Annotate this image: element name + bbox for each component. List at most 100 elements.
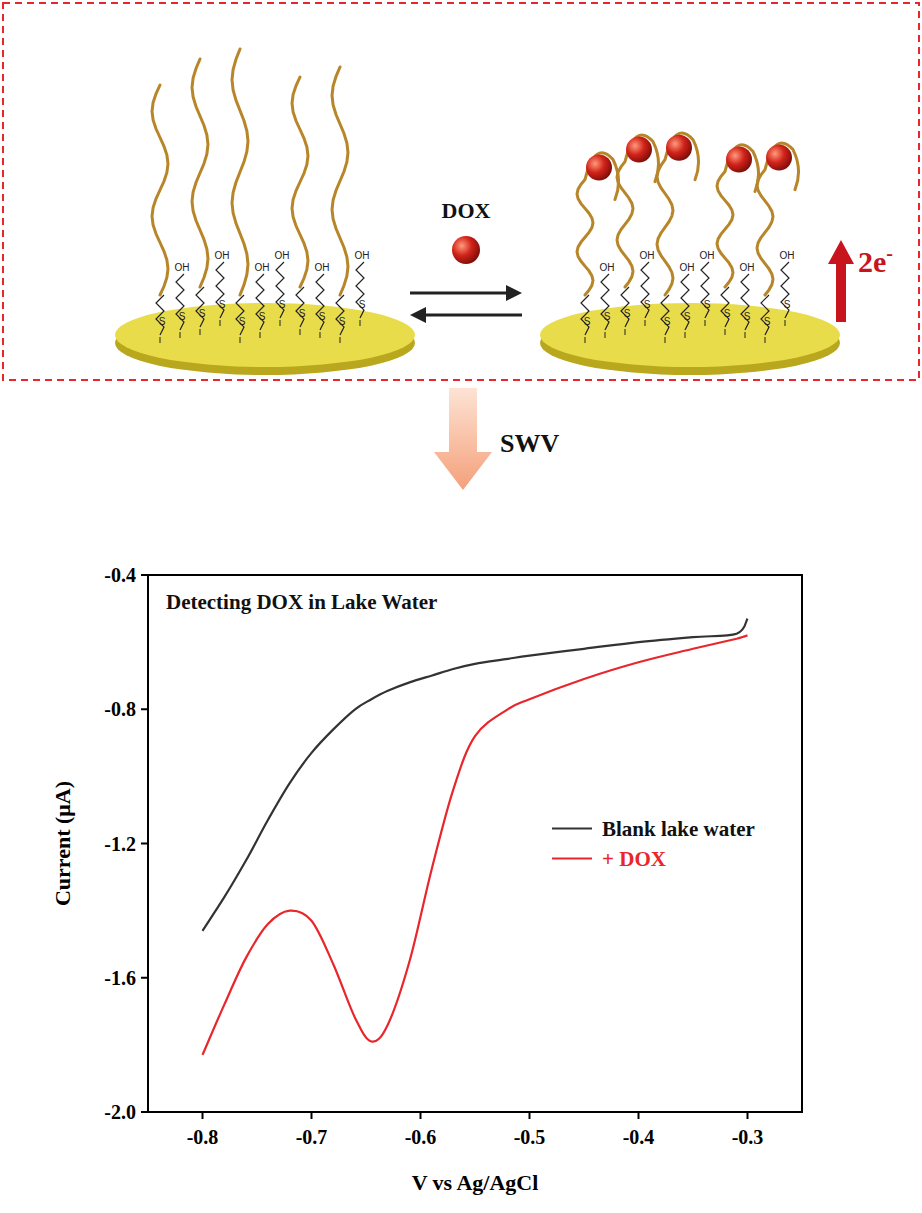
- series-line: [203, 635, 748, 1055]
- aptamer: [152, 85, 168, 295]
- bond: [705, 320, 706, 326]
- bond: [785, 320, 786, 326]
- aptamer: [232, 49, 248, 295]
- bond: [260, 332, 261, 338]
- bond: [160, 337, 161, 343]
- thiol-label: S: [299, 308, 306, 319]
- hydroxyl-label: OH: [780, 250, 795, 261]
- y-tick: [141, 977, 148, 979]
- thiol-label: S: [644, 299, 651, 310]
- x-tick-label: -0.3: [732, 1126, 764, 1148]
- bond: [685, 332, 686, 338]
- series-line: [203, 619, 748, 931]
- bond: [220, 320, 221, 326]
- thiol-label: S: [604, 311, 611, 322]
- hydroxyl-label: OH: [175, 262, 190, 273]
- alkyl-chain: [236, 295, 244, 335]
- bond: [745, 332, 746, 338]
- bond: [300, 329, 301, 335]
- thiol-label: S: [684, 311, 691, 322]
- thiol-label: S: [179, 311, 186, 322]
- y-tick: [141, 843, 148, 845]
- dashed-frame: [3, 3, 919, 380]
- thiol-label: S: [319, 311, 326, 322]
- aptamer: [292, 77, 308, 287]
- aptamer: [717, 145, 759, 287]
- x-tick-label: -0.7: [296, 1126, 328, 1148]
- hydroxyl-label: OH: [215, 250, 230, 261]
- x-tick: [747, 1112, 749, 1119]
- y-tick: [141, 1111, 148, 1113]
- swv-label: SWV: [500, 429, 559, 458]
- aptamer: [577, 153, 619, 295]
- x-tick-label: -0.4: [623, 1126, 655, 1148]
- x-axis-title: V vs Ag/AgCl: [412, 1170, 539, 1195]
- x-tick-label: -0.5: [514, 1126, 546, 1148]
- x-tick: [420, 1112, 422, 1119]
- thiol-label: S: [724, 308, 731, 319]
- bond: [625, 329, 626, 335]
- bond: [280, 320, 281, 326]
- thiol-label: S: [624, 308, 631, 319]
- y-tick: [141, 708, 148, 710]
- alkyl-chain: [156, 295, 164, 335]
- electron-arrow: [836, 262, 846, 322]
- thiol-label: S: [359, 299, 366, 310]
- alkyl-chain: [621, 287, 629, 327]
- legend: Blank lake water + DOX: [552, 817, 755, 871]
- alkyl-chain: [761, 295, 769, 335]
- thiol-label: S: [584, 316, 591, 327]
- chart: -2.0-1.6-1.2-0.8-0.4-0.8-0.7-0.6-0.5-0.4…: [50, 564, 802, 1195]
- hydroxyl-label: OH: [255, 262, 270, 273]
- thiol-label: S: [764, 316, 771, 327]
- bond: [320, 332, 321, 338]
- y-tick-label: -0.8: [104, 698, 136, 720]
- bond: [585, 337, 586, 343]
- bond: [765, 337, 766, 343]
- bond: [605, 332, 606, 338]
- arrow-back: [422, 314, 522, 317]
- aptamer: [617, 135, 659, 287]
- aptamer: [332, 67, 348, 295]
- bond: [340, 337, 341, 343]
- legend-swatch: [552, 857, 592, 859]
- thiol-label: S: [744, 311, 751, 322]
- alkyl-chain: [581, 295, 589, 335]
- x-tick: [638, 1112, 640, 1119]
- x-tick: [311, 1112, 313, 1119]
- bond: [200, 329, 201, 335]
- thiol-label: S: [664, 316, 671, 327]
- alkyl-chain: [196, 287, 204, 327]
- dox-molecule: [452, 236, 480, 264]
- y-tick: [141, 574, 148, 576]
- dox-label: DOX: [442, 198, 491, 223]
- x-tick-label: -0.6: [405, 1126, 437, 1148]
- bond: [645, 320, 646, 326]
- legend-label: + DOX: [602, 847, 666, 871]
- x-tick-label: -0.8: [187, 1126, 219, 1148]
- alkyl-chain: [336, 295, 344, 335]
- electron-main: 2e: [858, 245, 886, 278]
- aptamer: [757, 143, 799, 295]
- y-tick-label: -1.2: [104, 833, 136, 855]
- thiol-label: S: [199, 308, 206, 319]
- thiol-label: S: [259, 311, 266, 322]
- dox-molecule: [626, 137, 652, 163]
- hydroxyl-label: OH: [700, 250, 715, 261]
- dox-molecule: [726, 147, 752, 173]
- electron-label: 2e-: [858, 242, 893, 278]
- bond: [725, 329, 726, 335]
- chart-title: Detecting DOX in Lake Water: [166, 590, 437, 614]
- y-tick-label: -0.4: [104, 564, 136, 586]
- hydroxyl-label: OH: [275, 250, 290, 261]
- swv-arrow: [434, 388, 492, 490]
- bond: [180, 332, 181, 338]
- legend-swatch: [552, 827, 592, 829]
- hydroxyl-label: OH: [355, 250, 370, 261]
- hydroxyl-label: OH: [640, 250, 655, 261]
- electron-arrowhead: [828, 240, 854, 264]
- x-tick: [202, 1112, 204, 1119]
- legend-label: Blank lake water: [602, 817, 755, 841]
- dox-molecule: [586, 155, 612, 181]
- thiol-label: S: [159, 316, 166, 327]
